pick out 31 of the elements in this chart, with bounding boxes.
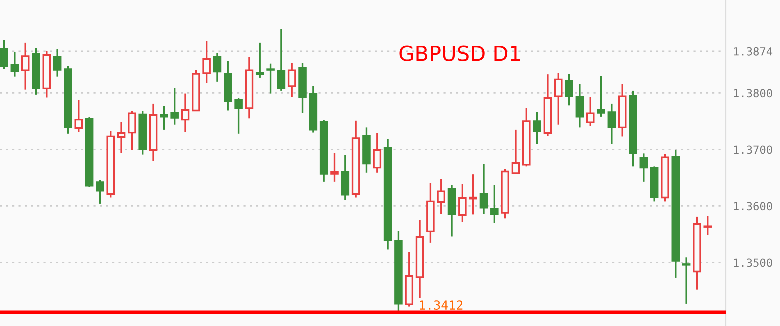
- candlestick: [245, 56, 254, 120]
- y-tick-label: 1.3800: [734, 89, 772, 98]
- candlestick: [21, 42, 30, 91]
- candlestick: [490, 184, 499, 224]
- candlestick: [437, 178, 446, 215]
- candlestick: [576, 83, 584, 129]
- y-tick-label: 1.3500: [734, 258, 772, 268]
- text: GBPUSD D1: [400, 46, 520, 62]
- candlestick: [213, 52, 222, 83]
- y-tick-label: 1.3874: [734, 47, 773, 56]
- candlestick: [480, 164, 488, 215]
- candlestick: [608, 103, 616, 145]
- candlestick: [181, 92, 190, 134]
- candlestick: [202, 40, 211, 84]
- candlestick: [384, 138, 392, 251]
- ref-line-label: 1.3412: [420, 300, 463, 310]
- y-tick-label: 1.3700: [734, 146, 772, 154]
- candlestick: [117, 121, 126, 154]
- y-tick-label: 1.3600: [734, 202, 772, 211]
- candlestick: [416, 220, 424, 300]
- candlestick: [224, 60, 232, 112]
- candlestick: [448, 184, 456, 238]
- candlestick: [149, 103, 158, 162]
- candlestick: [533, 112, 542, 145]
- candlestick: [10, 51, 20, 78]
- candlestick: [53, 48, 62, 78]
- candlestick: [160, 105, 168, 131]
- candlestick: [469, 174, 478, 216]
- candlestick: [618, 83, 627, 138]
- candlestick: [682, 256, 691, 305]
- candlestick: [426, 182, 435, 244]
